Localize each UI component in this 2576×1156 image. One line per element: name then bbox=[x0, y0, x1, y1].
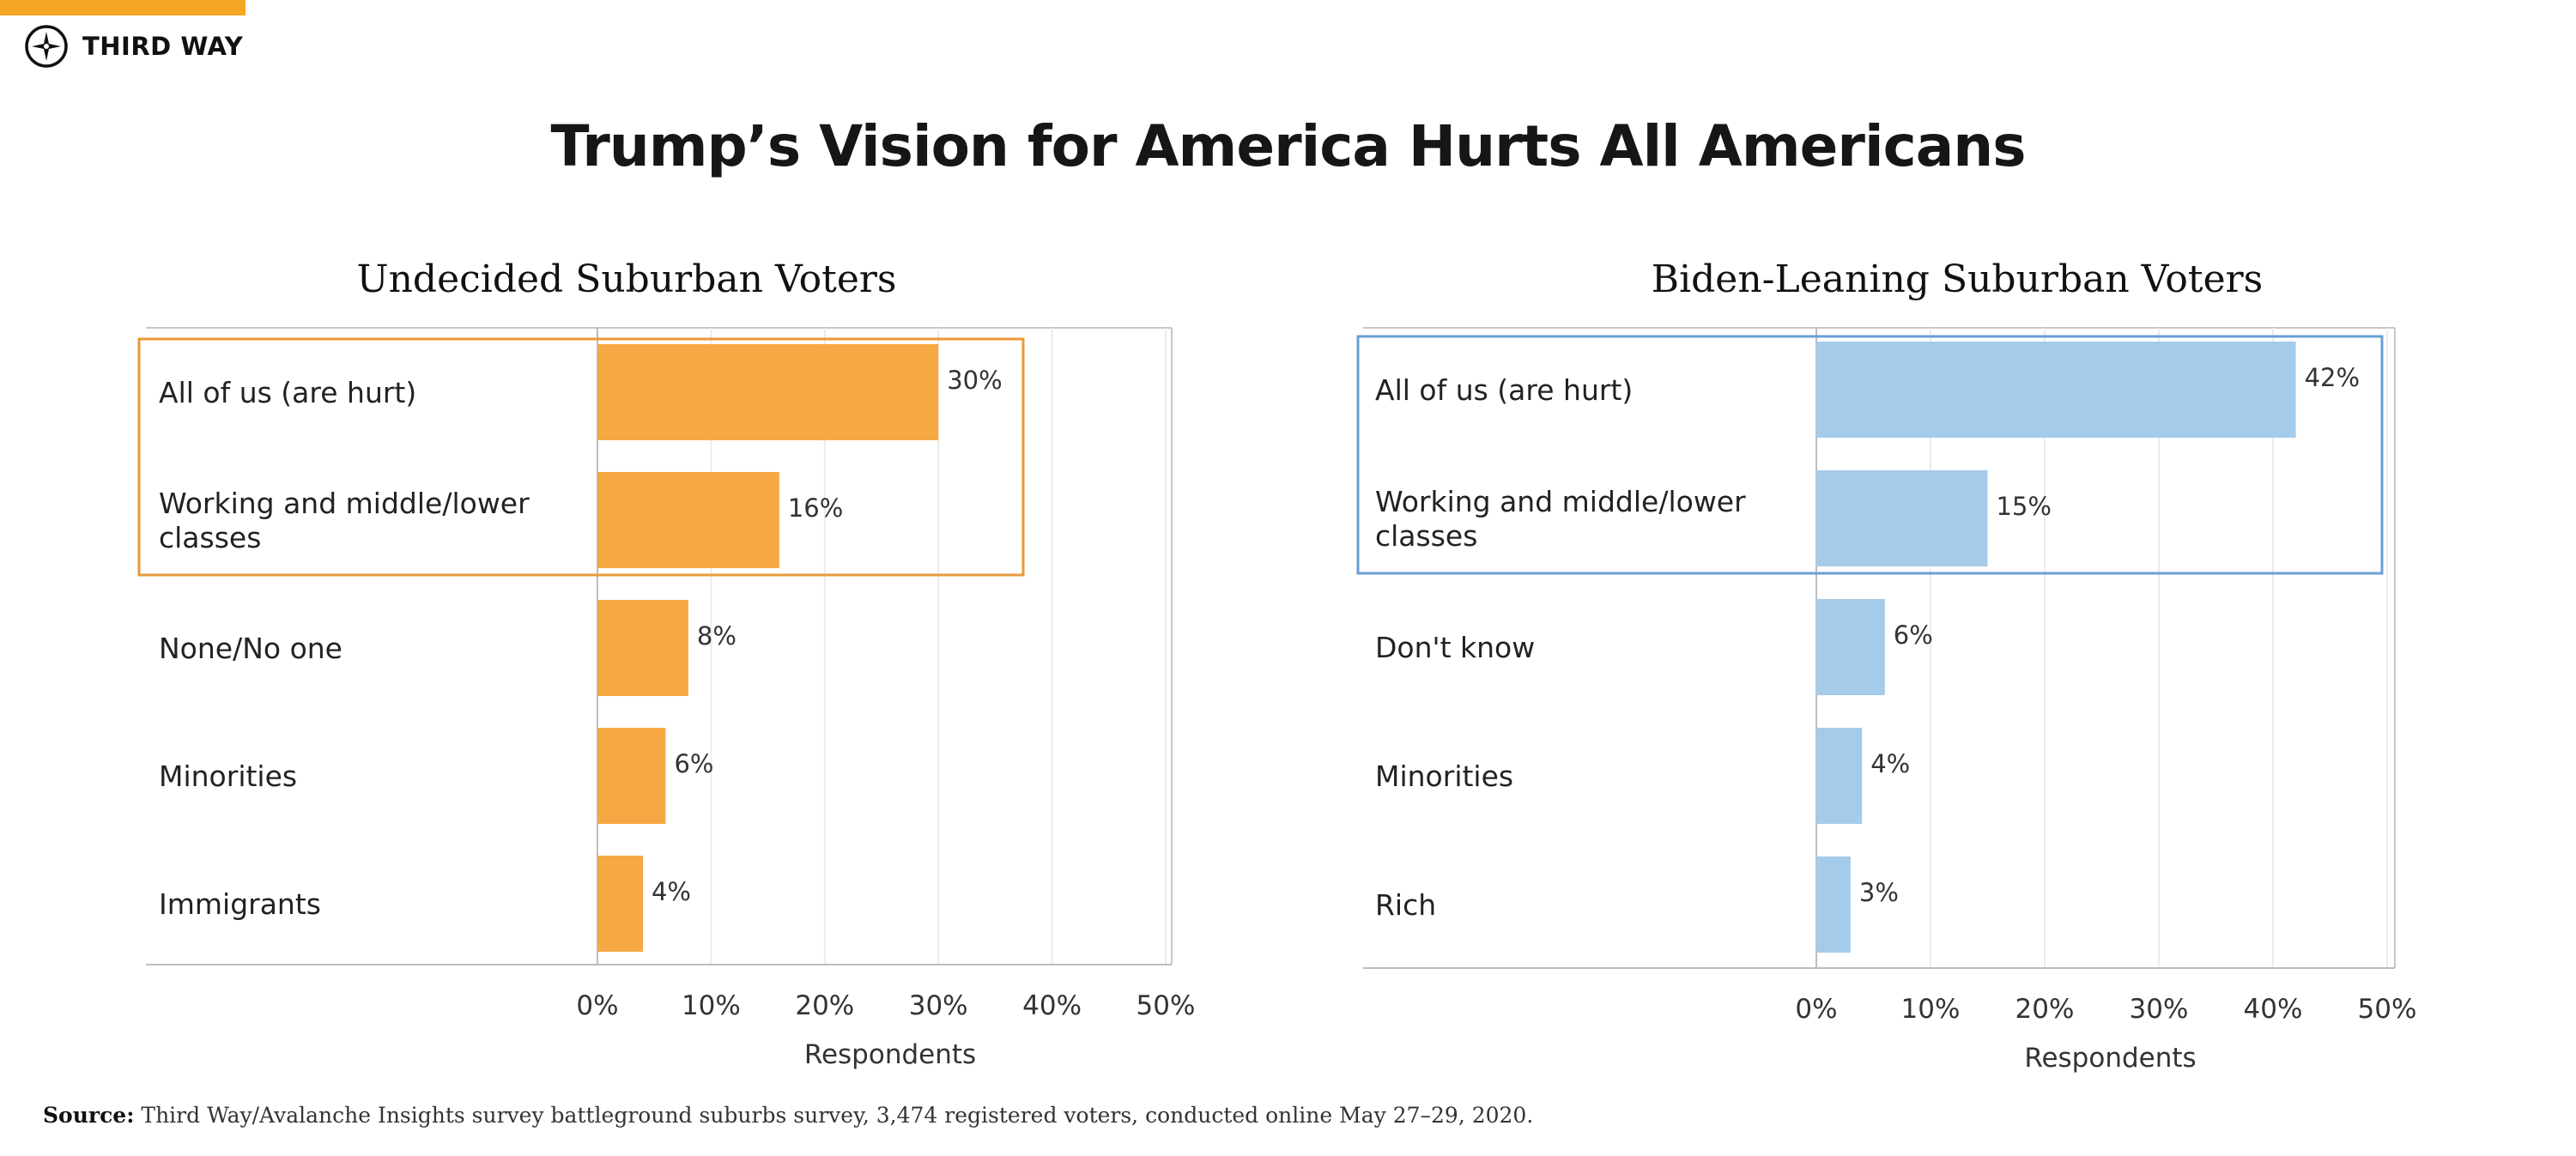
bar-value-label: 4% bbox=[652, 877, 691, 906]
x-tick-label: 50% bbox=[1136, 990, 1196, 1021]
bar-value-label: 30% bbox=[947, 366, 1002, 395]
x-tick-label: 30% bbox=[2130, 994, 2189, 1025]
source-note: Source: Third Way/Avalanche Insights sur… bbox=[43, 1103, 1533, 1128]
x-tick-label: 0% bbox=[1795, 994, 1837, 1025]
category-label: All of us (are hurt) bbox=[1375, 373, 1633, 407]
category-label: Minorities bbox=[159, 760, 297, 793]
category-label: Working and middle/lower classes bbox=[159, 487, 530, 554]
bar bbox=[1816, 470, 1988, 566]
x-axis-label: Respondents bbox=[804, 1039, 976, 1070]
x-tick-label: 40% bbox=[2244, 994, 2303, 1025]
bar-value-label: 6% bbox=[1894, 620, 1933, 650]
x-tick-label: 30% bbox=[909, 990, 968, 1021]
category-label: Minorities bbox=[1375, 760, 1513, 793]
brand-accent-bar bbox=[0, 0, 245, 15]
x-tick-label: 10% bbox=[682, 990, 741, 1021]
category-label: All of us (are hurt) bbox=[159, 376, 416, 409]
bar bbox=[597, 600, 688, 696]
bar-value-label: 6% bbox=[674, 749, 713, 778]
category-label: None/No one bbox=[159, 632, 342, 665]
bar-chart-undecided: 0% 10% 20% 30% 40% 50% 30% All of us (are hurt)… bbox=[137, 327, 1196, 1070]
bar bbox=[1816, 728, 1863, 824]
bar-value-label: 15% bbox=[1997, 492, 2052, 521]
chart-title-right: Biden-Leaning Suburban Voters bbox=[1651, 257, 2264, 301]
bar bbox=[1816, 599, 1885, 695]
bar-value-label: 8% bbox=[697, 621, 736, 651]
category-label: Don't know bbox=[1375, 631, 1535, 664]
bar-value-label: 42% bbox=[2305, 363, 2360, 392]
highlight-box bbox=[137, 337, 1025, 577]
x-tick-label: 40% bbox=[1022, 990, 1082, 1021]
x-tick-label: 0% bbox=[576, 990, 618, 1021]
bar bbox=[597, 856, 643, 952]
category-label: Immigrants bbox=[159, 887, 321, 921]
bar bbox=[597, 728, 666, 824]
source-text: Third Way/Avalanche Insights survey batt… bbox=[141, 1103, 1534, 1128]
bar-value-label: 3% bbox=[1859, 878, 1899, 907]
bar bbox=[1816, 856, 1851, 953]
x-tick-label: 10% bbox=[1901, 994, 1961, 1025]
compass-icon bbox=[25, 25, 68, 68]
brand-name: THIRD WAY bbox=[82, 32, 244, 61]
highlight-box bbox=[1356, 335, 2384, 575]
x-axis-label: Respondents bbox=[2024, 1043, 2196, 1074]
x-tick-label: 20% bbox=[795, 990, 854, 1021]
x-tick-label: 20% bbox=[2015, 994, 2075, 1025]
bar bbox=[597, 344, 939, 440]
bar-value-label: 4% bbox=[1870, 749, 1910, 778]
page-title: Trump’s Vision for America Hurts All Ame… bbox=[550, 113, 2026, 179]
brand-logo: THIRD WAY bbox=[24, 24, 243, 69]
bar-chart-biden-leaning: 0% 10% 20% 30% 40% 50% 42% All of us (are hurt)… bbox=[1356, 327, 2417, 1074]
bar bbox=[597, 472, 779, 568]
source-label: Source: bbox=[43, 1103, 135, 1128]
x-tick-label: 50% bbox=[2358, 994, 2417, 1025]
chart-title-left: Undecided Suburban Voters bbox=[356, 257, 897, 301]
category-label: Working and middle/lower classes bbox=[1375, 485, 1746, 553]
category-label: Rich bbox=[1375, 888, 1436, 922]
bar bbox=[1816, 342, 2296, 438]
bar-value-label: 16% bbox=[788, 493, 843, 523]
